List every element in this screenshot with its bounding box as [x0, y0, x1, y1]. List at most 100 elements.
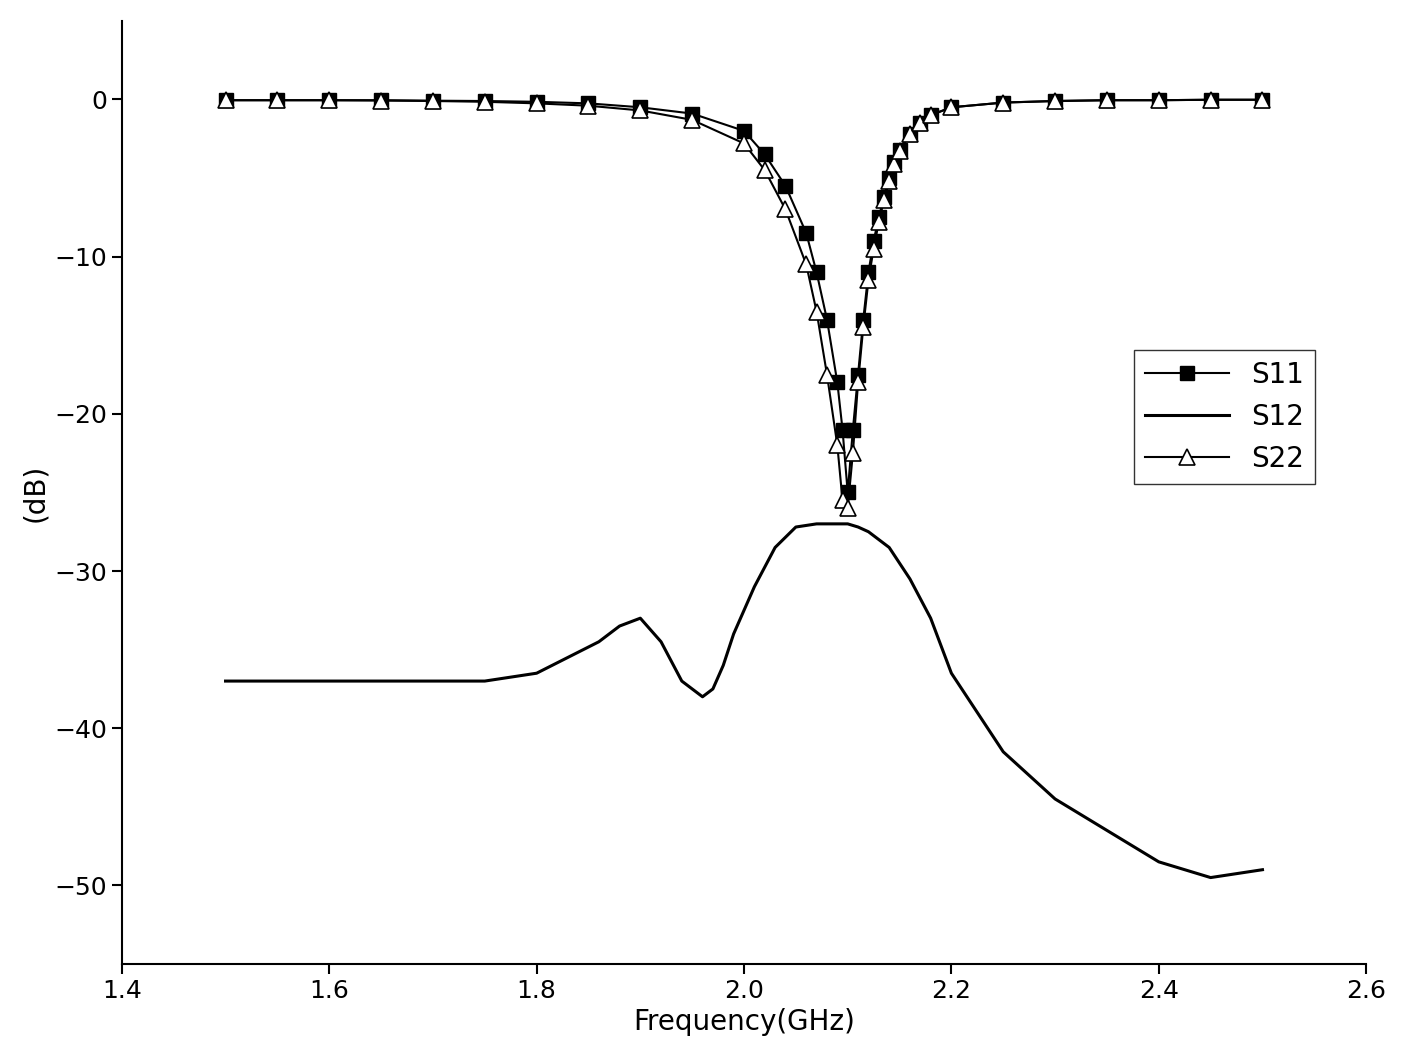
S11	[865, 235, 882, 247]
S11	[850, 368, 867, 381]
S12	[881, 541, 898, 554]
S11	[871, 211, 888, 224]
S12	[591, 635, 608, 648]
S11	[425, 94, 442, 107]
S11	[1254, 93, 1271, 106]
S22	[373, 94, 390, 107]
Line: S22: S22	[217, 91, 1271, 517]
S22	[321, 94, 338, 107]
S12	[1047, 793, 1064, 805]
S11	[777, 180, 794, 192]
S12	[674, 674, 691, 687]
S12	[850, 521, 867, 534]
S12	[694, 690, 711, 703]
Legend: S11, S12, S22: S11, S12, S22	[1134, 350, 1316, 484]
S12	[632, 612, 649, 625]
S11	[808, 266, 825, 279]
S12	[477, 674, 494, 687]
S12	[767, 541, 784, 554]
S11	[943, 101, 960, 114]
S22	[891, 145, 908, 157]
S11	[839, 486, 855, 499]
S12	[217, 674, 234, 687]
S11	[1202, 93, 1218, 106]
S12	[528, 667, 545, 680]
S12	[560, 651, 577, 664]
S22	[871, 216, 888, 228]
S11	[886, 156, 903, 169]
Line: S11: S11	[218, 93, 1269, 499]
S22	[808, 305, 825, 318]
S12	[269, 674, 286, 687]
S12	[611, 619, 628, 632]
S11	[684, 107, 701, 119]
S11	[736, 125, 753, 137]
S11	[881, 171, 898, 184]
S11	[855, 313, 872, 326]
S11	[829, 376, 846, 389]
S12	[871, 533, 888, 545]
S22	[995, 96, 1012, 109]
S22	[798, 258, 815, 271]
S22	[217, 94, 234, 107]
S22	[922, 109, 938, 122]
S11	[912, 116, 929, 129]
S22	[912, 116, 929, 129]
S11	[1151, 94, 1168, 107]
S22	[425, 95, 442, 108]
S12	[902, 573, 919, 586]
S12	[715, 659, 732, 671]
S22	[1151, 94, 1168, 107]
S12	[891, 557, 908, 570]
S12	[995, 745, 1012, 758]
X-axis label: Frequency(GHz): Frequency(GHz)	[633, 1008, 855, 1036]
S12	[839, 518, 855, 531]
S12	[705, 683, 722, 696]
S11	[860, 266, 877, 279]
S22	[477, 95, 494, 108]
S22	[850, 376, 867, 389]
S22	[1099, 94, 1116, 107]
S12	[860, 525, 877, 538]
S11	[757, 148, 774, 161]
S22	[902, 128, 919, 141]
S11	[922, 109, 938, 122]
S22	[943, 101, 960, 114]
S12	[1151, 855, 1168, 868]
S11	[875, 190, 892, 203]
S11	[1047, 95, 1064, 108]
S22	[860, 274, 877, 286]
S12	[943, 667, 960, 680]
S22	[865, 242, 882, 255]
S22	[886, 157, 903, 170]
S12	[808, 518, 825, 531]
S22	[632, 104, 649, 116]
S22	[528, 97, 545, 110]
S11	[373, 94, 390, 107]
S22	[834, 494, 851, 506]
S11	[528, 95, 545, 108]
S12	[373, 674, 390, 687]
S12	[829, 518, 846, 531]
S11	[1099, 94, 1116, 107]
S22	[736, 137, 753, 150]
Line: S12: S12	[225, 524, 1262, 877]
S12	[788, 521, 805, 534]
S22	[881, 174, 898, 187]
S22	[839, 502, 855, 515]
S12	[1099, 824, 1116, 837]
S22	[580, 99, 597, 112]
S22	[819, 368, 836, 381]
S12	[922, 612, 938, 625]
S11	[580, 97, 597, 110]
S22	[844, 447, 861, 460]
S11	[834, 423, 851, 435]
S12	[1202, 871, 1218, 884]
S11	[902, 128, 919, 141]
S11	[632, 101, 649, 114]
S11	[798, 226, 815, 239]
S12	[746, 580, 763, 593]
S11	[891, 144, 908, 156]
S12	[1254, 864, 1271, 876]
S22	[1202, 93, 1218, 106]
